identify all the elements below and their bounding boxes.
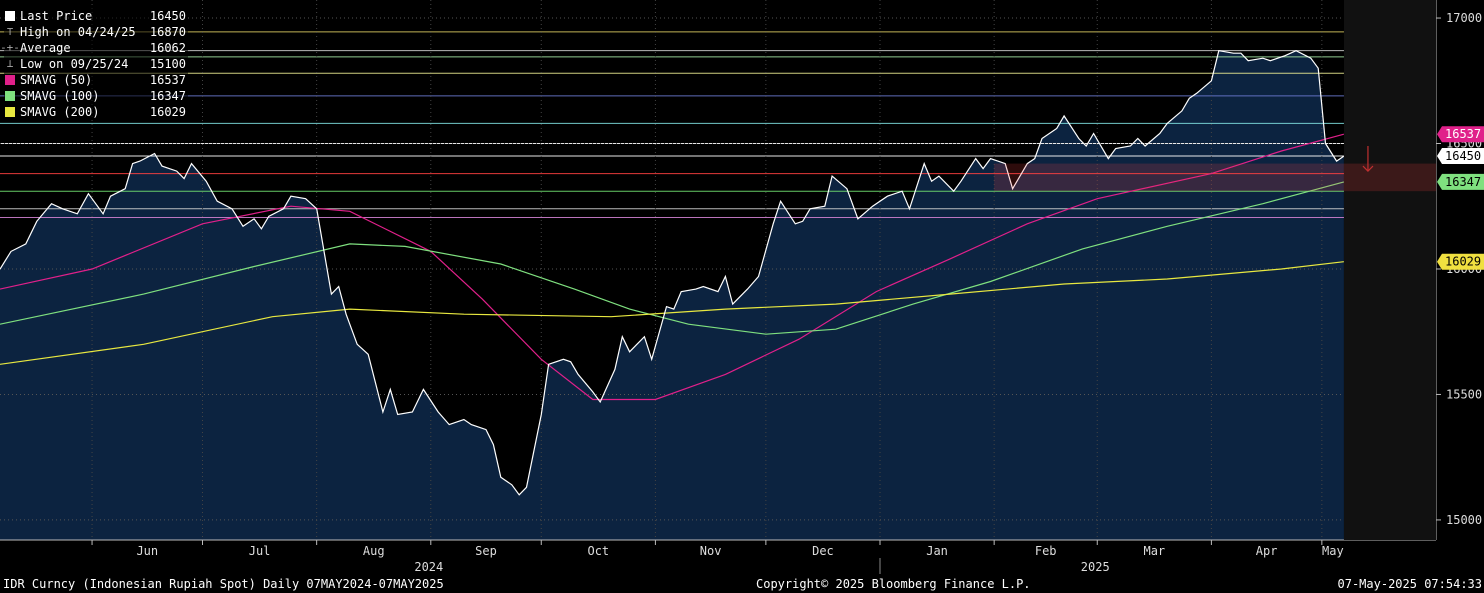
series-line <box>0 261 1344 365</box>
value-tag-bg <box>1437 126 1484 143</box>
x-tick-label: Nov <box>700 544 722 558</box>
legend-item: SMAVG (200) 16029 <box>4 104 188 120</box>
high-marker-icon: ⊤ <box>6 25 14 38</box>
legend-item: SMAVG (100) 16347 <box>4 88 188 104</box>
value-tag: 16347 <box>1437 173 1484 190</box>
value-tag: 16537 <box>1437 126 1484 143</box>
low-marker-icon: ⊥ <box>6 57 14 70</box>
y-tick-label: 17000 <box>1446 11 1482 25</box>
value-tag-label: 16347 <box>1445 175 1481 189</box>
legend-label: Low on 09/25/24 <box>20 57 129 71</box>
legend-swatch-icon <box>4 11 16 21</box>
copyright-text: Copyright© 2025 Bloomberg Finance L.P. <box>756 577 1031 591</box>
series-line <box>0 50 1345 496</box>
legend-item: -+- Average 16062 <box>0 40 188 56</box>
legend-item: SMAVG (50) 16537 <box>4 72 188 88</box>
chart-legend: Last Price 16450 ⊤ High on 04/24/25 16870 -+-… <box>0 8 188 120</box>
x-year-label: 2025 <box>1081 560 1110 574</box>
legend-value: 16029 <box>149 105 186 119</box>
x-tick-label: Jul <box>249 544 271 558</box>
legend-swatch-icon <box>4 91 16 101</box>
security-description: IDR Curncy (Indonesian Rupiah Spot) Dail… <box>3 577 444 591</box>
legend-label: SMAVG (50) <box>20 73 93 87</box>
x-tick-label: Mar <box>1143 544 1165 558</box>
value-tag-bg <box>1437 148 1484 165</box>
chart-footer: IDR Curncy (Indonesian Rupiah Spot) Dail… <box>0 576 1484 593</box>
value-tag-label: 16029 <box>1445 255 1481 269</box>
legend-value: 16062 <box>149 41 186 55</box>
y-tick-label: 15000 <box>1446 513 1482 527</box>
legend-value: 16537 <box>149 73 186 87</box>
legend-item: ⊤ High on 04/24/25 16870 <box>4 24 188 40</box>
legend-label: SMAVG (200) <box>20 105 100 119</box>
series-line <box>0 181 1345 335</box>
value-tag-label: 16450 <box>1445 149 1481 163</box>
legend-swatch-icon <box>4 107 16 117</box>
legend-label: High on 04/24/25 <box>20 25 136 39</box>
x-tick-label: Dec <box>812 544 834 558</box>
value-tag: 16029 <box>1437 253 1484 270</box>
value-tag: 16450 <box>1437 148 1484 165</box>
value-tag-bg <box>1437 173 1484 190</box>
value-tag-bg <box>1437 253 1484 270</box>
future-zone <box>1343 0 1436 540</box>
x-year-label: 2024 <box>414 560 443 574</box>
legend-value: 16870 <box>149 25 186 39</box>
value-tag-label: 16537 <box>1445 127 1481 141</box>
x-tick-label: May <box>1322 544 1344 558</box>
legend-value: 15100 <box>149 57 186 71</box>
x-tick-label: Oct <box>587 544 609 558</box>
x-tick-label: Sep <box>475 544 497 558</box>
average-marker-icon: -+- <box>0 41 20 54</box>
legend-item: ⊥ Low on 09/25/24 15100 <box>4 56 188 72</box>
legend-label: SMAVG (100) <box>20 89 100 103</box>
x-tick-label: Jan <box>926 544 948 558</box>
legend-item: Last Price 16450 <box>4 8 188 24</box>
x-tick-label: Feb <box>1035 544 1057 558</box>
legend-label: Average <box>20 41 71 55</box>
legend-value: 16347 <box>149 89 186 103</box>
x-tick-label: Aug <box>363 544 385 558</box>
down-arrow-icon <box>1362 146 1374 172</box>
legend-swatch-icon <box>4 75 16 85</box>
highlight-band <box>994 163 1436 192</box>
x-tick-label: Jun <box>136 544 158 558</box>
x-tick-label: Apr <box>1256 544 1278 558</box>
legend-value: 16450 <box>149 9 186 23</box>
series-line <box>0 133 1345 401</box>
timestamp: 07-May-2025 07:54:33 <box>1337 577 1483 591</box>
y-tick-label: 15500 <box>1446 387 1482 401</box>
legend-label: Last Price <box>20 9 93 23</box>
